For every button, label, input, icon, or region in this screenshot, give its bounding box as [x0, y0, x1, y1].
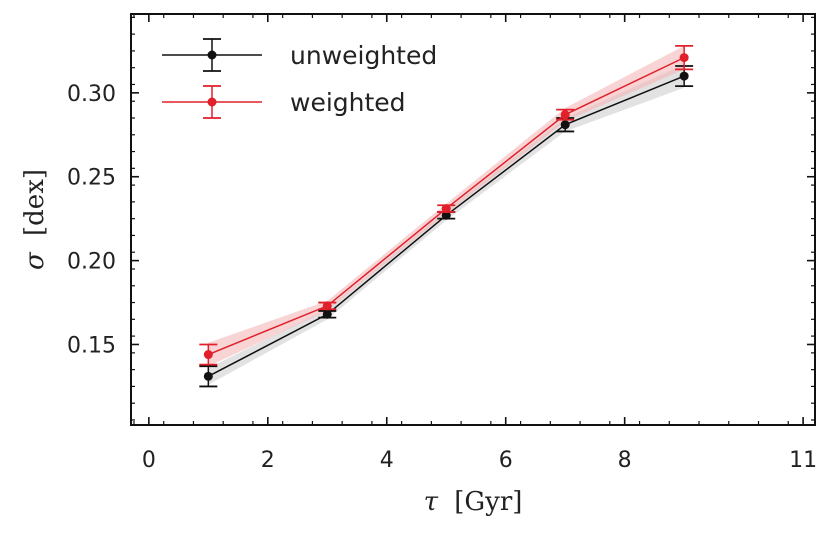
x-axis-unit: [Gyr] [454, 487, 522, 517]
unweighted-point [441, 210, 451, 220]
y-tick-label: 0.20 [67, 250, 116, 275]
y-axis-label: σ [dex] [20, 169, 50, 270]
legend-weighted-label: weighted [290, 88, 406, 117]
y-axis-unit: [dex] [20, 169, 50, 236]
x-tick-label: 11 [789, 448, 817, 473]
legend-unweighted-label: unweighted [290, 41, 437, 70]
legend-weighted-marker [207, 97, 217, 107]
ticks-group: 0 2 4 6 8 11 0.15 0.20 0.25 0.30 [67, 14, 817, 473]
x-tick-label: 8 [618, 448, 632, 473]
y-tick-label: 0.25 [67, 166, 116, 191]
y-tick-label: 0.30 [67, 82, 116, 107]
x-axis-symbol: τ [424, 487, 439, 517]
unweighted-band [208, 64, 685, 385]
weighted-point [560, 110, 570, 120]
weighted-point [322, 301, 332, 311]
legend-unweighted-marker [207, 50, 217, 60]
x-tick-label: 6 [499, 448, 513, 473]
unweighted-point [560, 120, 570, 130]
x-tick-label: 4 [380, 448, 394, 473]
weighted-point [203, 350, 213, 360]
y-axis-symbol: σ [20, 251, 50, 270]
x-axis-label: τ [Gyr] [424, 487, 523, 517]
x-tick-label: 2 [261, 448, 275, 473]
unweighted-point [322, 309, 332, 319]
plot-frame [130, 13, 816, 426]
unweighted-point [679, 71, 689, 81]
x-tick-label: 0 [142, 448, 156, 473]
series-group [199, 44, 694, 388]
weighted-point [441, 204, 451, 214]
unweighted-point [203, 371, 213, 381]
weighted-point [679, 53, 689, 63]
y-tick-label: 0.15 [67, 333, 116, 358]
legend: unweighted weighted [162, 38, 437, 119]
